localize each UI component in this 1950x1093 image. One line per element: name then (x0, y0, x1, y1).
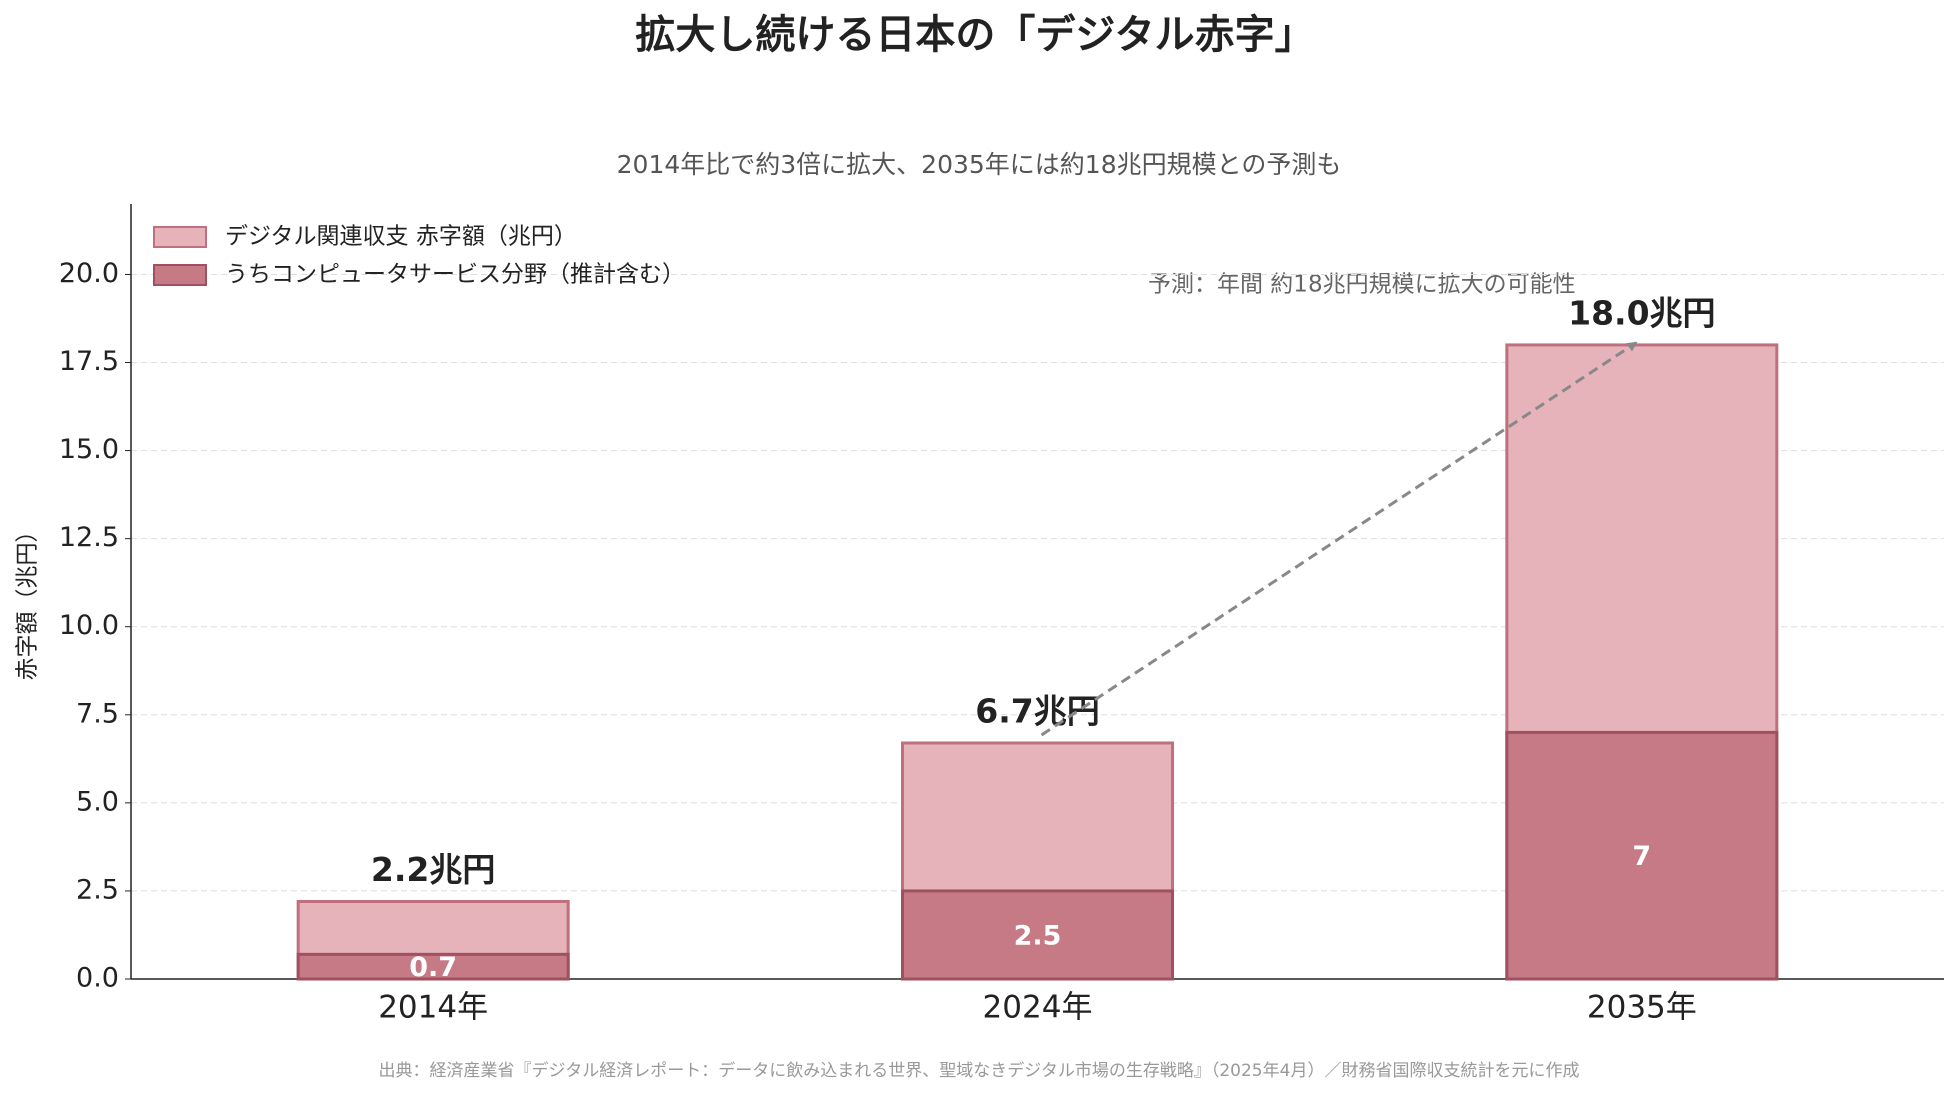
y-tick-label: 10.0 (59, 610, 119, 641)
legend-label: うちコンピュータサービス分野（推計含む） (225, 262, 685, 288)
y-axis-label: 赤字額（兆円） (15, 520, 41, 681)
data-label: 7 (1632, 841, 1651, 872)
legend-swatch (153, 264, 207, 286)
data-label: 2.2兆円 (371, 850, 495, 889)
data-label: 0.7 (409, 952, 457, 983)
annotation: 予測：年間 約18兆円規模に拡大の可能性 (1148, 272, 1576, 298)
x-tick-label: 2024年 (983, 990, 1093, 1026)
chart-subtitle: 2014年比で約3倍に拡大、2035年には約18兆円規模との予測も (617, 150, 1342, 179)
y-tick-label: 7.5 (76, 698, 119, 729)
chart-title: 拡大し続ける日本の「デジタル赤字」 (635, 12, 1314, 58)
data-label: 6.7兆円 (975, 691, 1099, 730)
x-tick-label: 2035年 (1587, 990, 1697, 1026)
data-label: 18.0兆円 (1568, 293, 1715, 332)
y-tick-label: 15.0 (59, 434, 119, 465)
y-tick-label: 20.0 (59, 258, 119, 289)
y-tick-label: 17.5 (59, 346, 119, 377)
bar (1505, 730, 1779, 981)
legend-swatch (153, 226, 207, 248)
y-tick-label: 12.5 (59, 522, 119, 553)
bar (296, 952, 570, 981)
y-tick-label: 5.0 (76, 786, 119, 817)
data-label: 2.5 (1014, 920, 1062, 951)
legend-label: デジタル関連収支 赤字額（兆円） (225, 224, 577, 250)
y-tick-label: 0.0 (76, 963, 119, 994)
bar (901, 889, 1174, 981)
x-tick-label: 2014年 (378, 990, 488, 1026)
source-note: 出典：経済産業省『デジタル経済レポート：データに飲み込まれる世界、聖域なきデジタ… (379, 1060, 1580, 1081)
trend-arrow (1040, 341, 1638, 737)
y-tick-label: 2.5 (76, 874, 119, 905)
